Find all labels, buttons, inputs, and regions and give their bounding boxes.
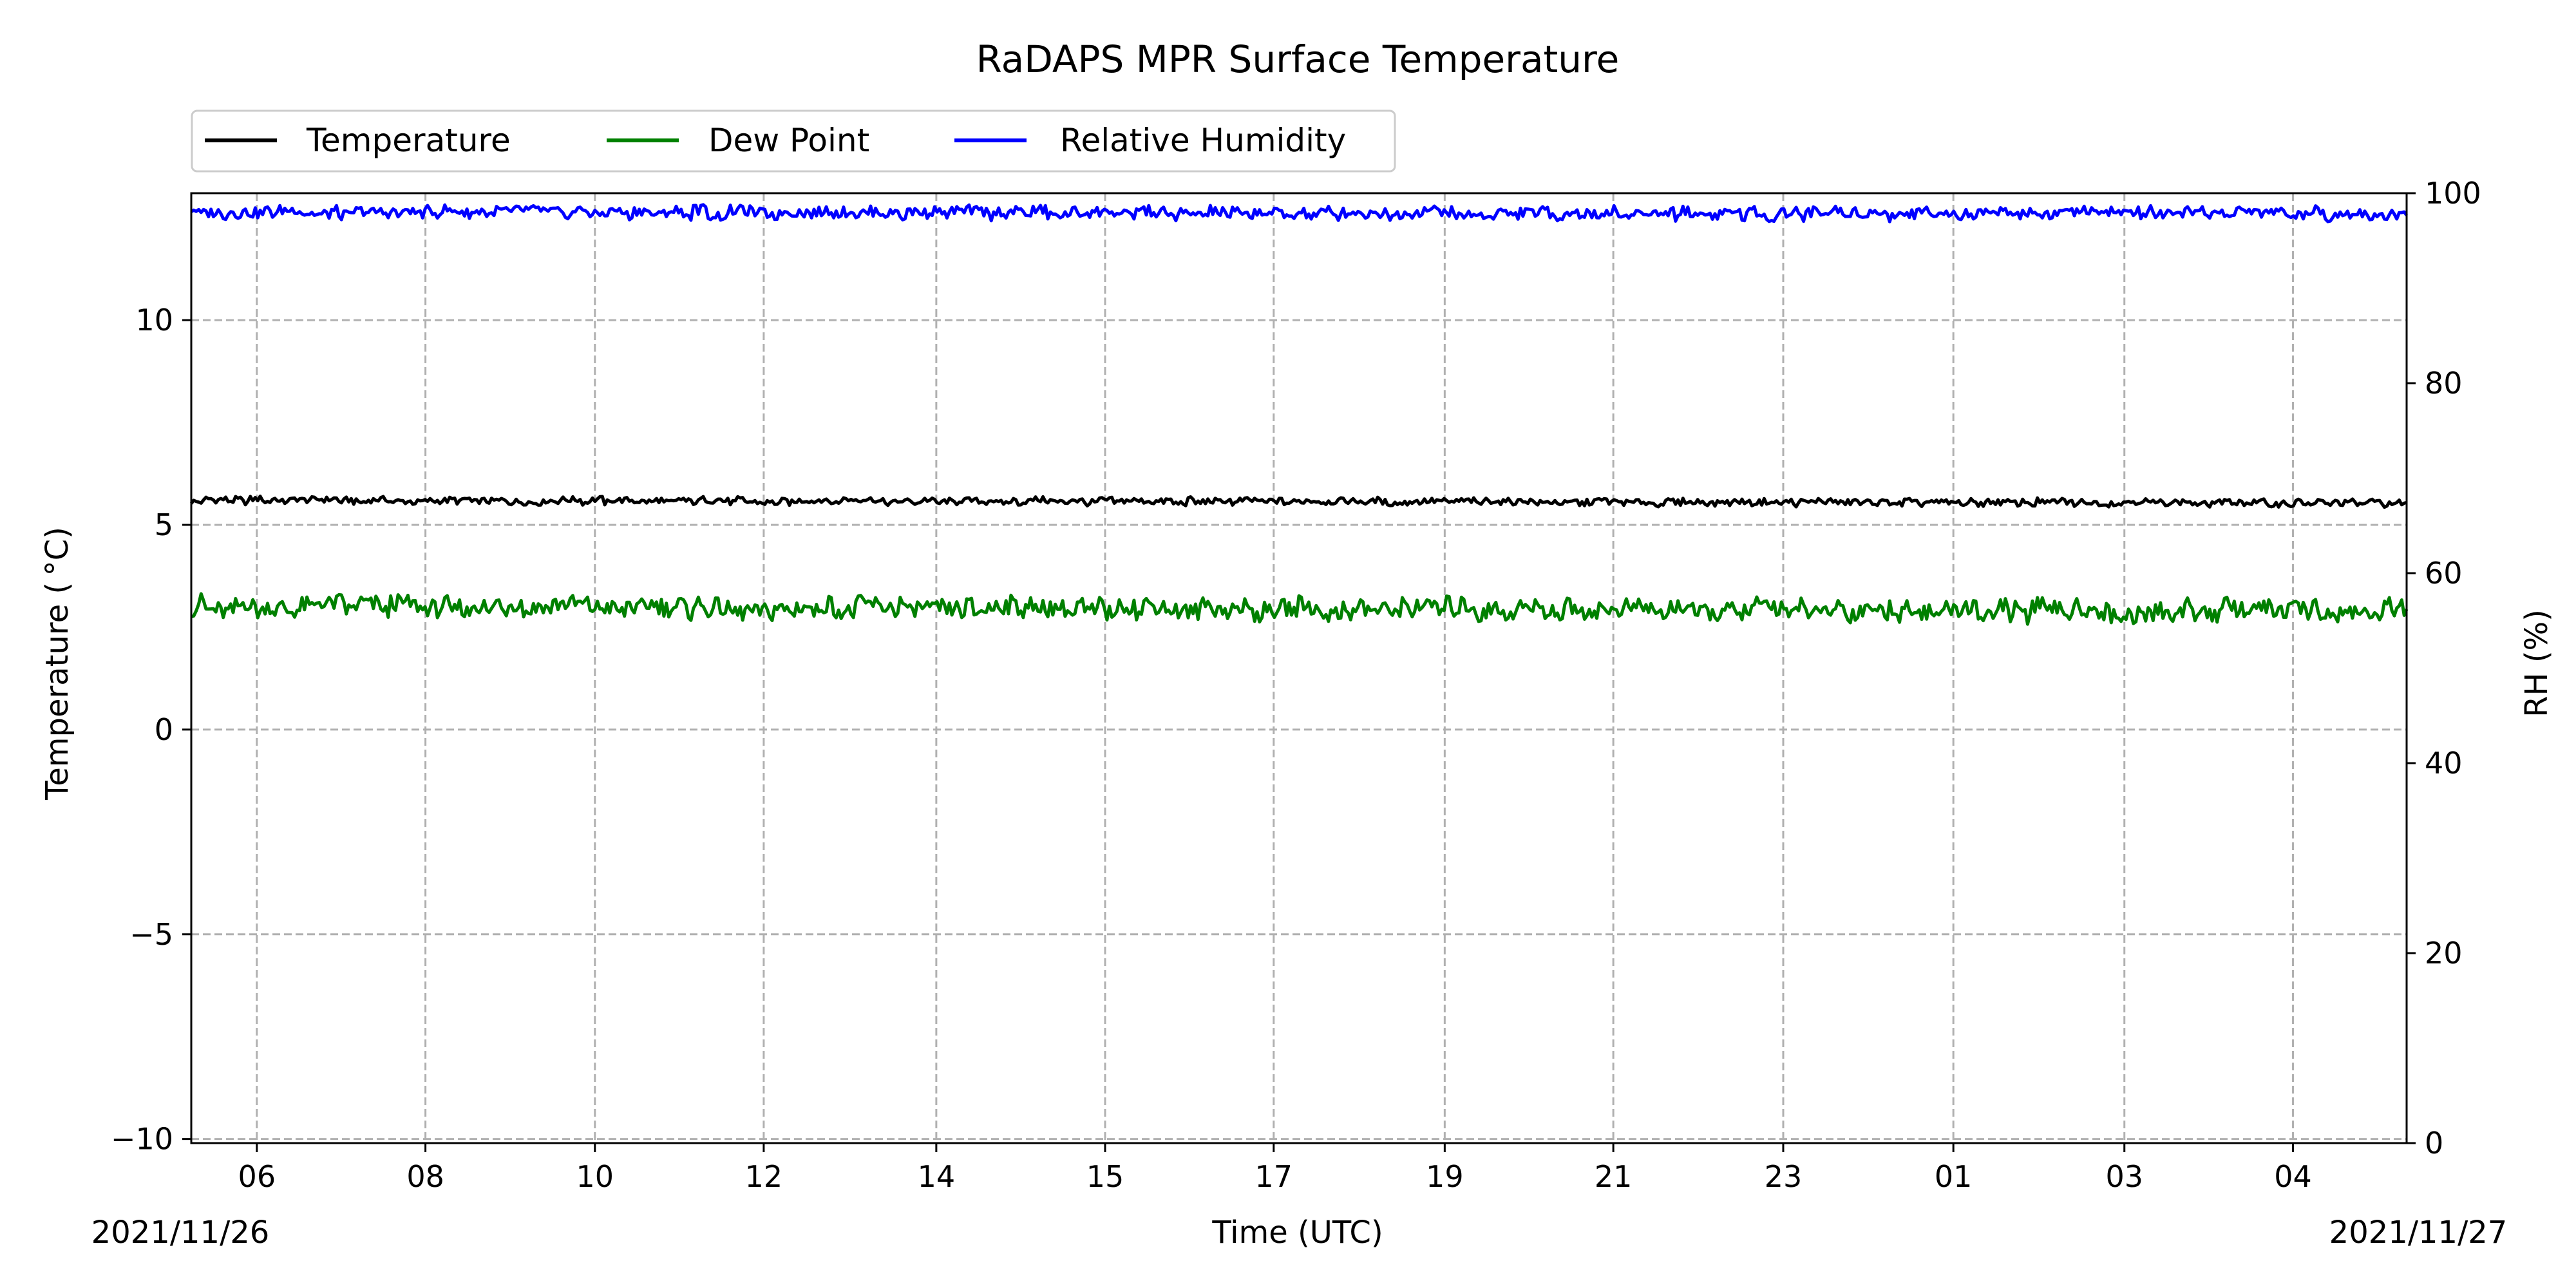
y2-axis-label: RH (%) [2519, 609, 2555, 717]
y-tick-label: 0 [155, 712, 173, 747]
series-lines [189, 203, 2409, 626]
x-tick-label: 14 [918, 1159, 956, 1194]
start-date-label: 2021/11/26 [91, 1215, 270, 1251]
legend-label-temperature: Temperature [306, 122, 511, 159]
y2-tick-label: 0 [2425, 1126, 2443, 1160]
x-axis-label: Time (UTC) [1211, 1215, 1383, 1251]
x-tick-label: 17 [1255, 1159, 1293, 1194]
x-tick-label: 06 [238, 1159, 276, 1194]
x-tick-label: 23 [1765, 1159, 1803, 1194]
y2-tick-label: 60 [2425, 556, 2463, 591]
y-tick-label: −10 [111, 1122, 173, 1157]
x-tick-label: 15 [1086, 1159, 1124, 1194]
series-line-dew-point [191, 592, 2409, 626]
chart-title: RaDAPS MPR Surface Temperature [976, 37, 1620, 81]
x-tick-label: 08 [406, 1159, 444, 1194]
grid [191, 193, 2407, 1143]
x-tick-label: 12 [745, 1159, 783, 1194]
end-date-label: 2021/11/27 [2329, 1215, 2508, 1251]
x-tick-label: 19 [1426, 1159, 1464, 1194]
plot-frame [190, 192, 2408, 1144]
y-tick-label: −5 [129, 917, 173, 952]
legend-box [191, 109, 1396, 173]
series-line-relative-humidity [190, 203, 2409, 223]
x-tick-label: 01 [1935, 1159, 1973, 1194]
x-tick-label: 04 [2274, 1159, 2312, 1194]
x-tick-label: 10 [576, 1159, 614, 1194]
x-tick-label: 21 [1595, 1159, 1633, 1194]
legend: Temperature Dew Point Relative Humidity [191, 109, 1396, 173]
y-tick-label: 5 [155, 507, 173, 542]
y2-tick-label: 40 [2425, 746, 2463, 781]
y2-tick-label: 80 [2425, 366, 2463, 401]
series-line-temperature [189, 495, 2407, 509]
x-tick-label: 03 [2105, 1159, 2143, 1194]
axis-ticks: 06 08 10 12 14 15 17 19 21 23 01 03 04 10 5 0 −5 −10 100 80… [111, 176, 2481, 1194]
legend-label-dew-point: Dew Point [708, 122, 869, 159]
y-tick-label: 10 [135, 303, 173, 337]
y-axis-label: Temperature ( °C) [39, 527, 75, 800]
y2-tick-label: 100 [2425, 176, 2481, 211]
y2-tick-label: 20 [2425, 936, 2463, 971]
legend-label-relative-humidity: Relative Humidity [1060, 122, 1346, 159]
